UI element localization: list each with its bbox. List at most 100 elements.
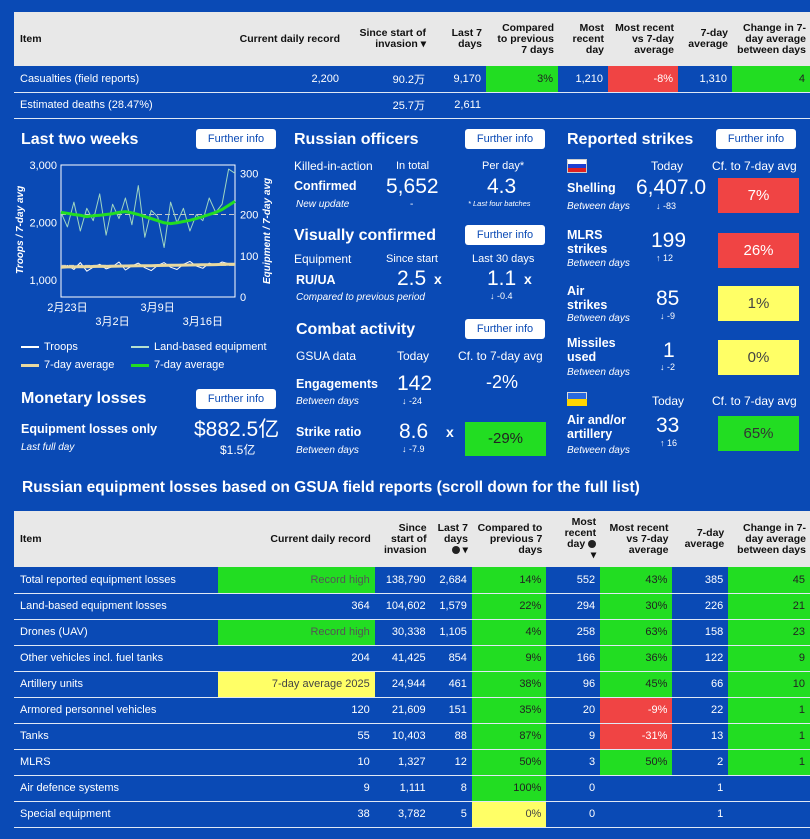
officers-total: 5,652 <box>386 175 439 198</box>
cell-recent: 0 <box>546 801 601 828</box>
mlrs-delta: ↑ 12 <box>656 253 674 263</box>
strikes-info-button[interactable]: Further info <box>716 129 796 149</box>
col-recent[interactable]: Most recent day <box>558 12 608 66</box>
table-row: Total reported equipment losses Record hi… <box>14 567 810 594</box>
engagements-value: 142 <box>397 372 433 395</box>
cell-cmp: 9% <box>471 645 547 672</box>
ua-sub: Between days <box>567 445 630 456</box>
legend-troops-avg-swatch <box>21 363 39 367</box>
strike-ratio-cf: -29% <box>465 422 546 456</box>
x-tick: 3月9日 <box>141 302 175 314</box>
cell-since: 41,425 <box>374 645 431 672</box>
cell-rv: -31% <box>600 723 673 750</box>
cell-cmp: 22% <box>471 593 547 620</box>
eq-col-recent-vs[interactable]: Most recent vs 7-day average <box>600 511 673 567</box>
eq-col-record[interactable]: Current daily record <box>217 511 375 567</box>
cell-recent: 258 <box>546 619 601 646</box>
cell-record: 9 <box>217 775 375 802</box>
combat-info-button[interactable]: Further info <box>465 319 545 339</box>
cell-cmp: 87% <box>471 723 547 750</box>
cell-recent: 166 <box>546 645 601 672</box>
strike-ratio-delta: ↓ -7.9 <box>402 444 425 454</box>
eq-col-avg7[interactable]: 7-day average <box>672 511 729 567</box>
since-x: x <box>434 271 442 287</box>
y-right-tick: 300 <box>240 168 258 180</box>
cell-record: 7-day average 2025 <box>217 671 375 698</box>
info-icon[interactable] <box>588 540 597 549</box>
table-row: Armored personnel vehicles 120 21,609 151 35… <box>14 697 810 724</box>
cell-record: 10 <box>217 749 375 776</box>
col-recent-vs[interactable]: Most recent vs 7-day average <box>608 12 678 66</box>
cell-rv: 45% <box>600 671 673 698</box>
col-last7[interactable]: Last 7 days <box>430 12 486 66</box>
eq-col-item[interactable]: Item <box>14 511 218 567</box>
cell-avg7: 385 <box>672 567 729 594</box>
monetary-label: Equipment losses only <box>21 422 158 436</box>
eq-col-last7[interactable]: Last 7 days ▾ <box>430 511 472 567</box>
two-weeks-info-button[interactable]: Further info <box>196 129 276 149</box>
col-since[interactable]: Since start of invasion ▾ <box>344 12 430 66</box>
eq-col-compared[interactable]: Compared to previous 7 days <box>471 511 547 567</box>
cell-rv: 63% <box>600 619 673 646</box>
cell-change: 45 <box>728 567 810 594</box>
ratio-label: RU/UA <box>296 273 336 287</box>
series-line-2 <box>60 168 236 248</box>
legend-troops-swatch <box>21 346 39 349</box>
col-compared[interactable]: Compared to previous 7 days <box>486 12 558 66</box>
cell-last7: 2,684 <box>430 567 472 594</box>
y-right-tick: 0 <box>240 292 246 304</box>
visual-title: Visually confirmed <box>294 227 436 244</box>
legend-equipment-avg-swatch <box>131 363 149 367</box>
cell-change: 10 <box>728 671 810 698</box>
cell-avg7: 1 <box>672 775 729 802</box>
perday-label: Per day* <box>482 160 525 172</box>
missiles-cf: 0% <box>718 340 799 375</box>
mlrs-value: 199 <box>651 229 687 252</box>
table-row: Special equipment 38 3,782 5 0% 0 1 <box>14 801 810 828</box>
officers-info-button[interactable]: Further info <box>465 129 545 149</box>
ua-today: Today <box>652 394 685 408</box>
series-line-3 <box>60 262 236 269</box>
shelling-cf: 7% <box>718 178 799 213</box>
confirmed-label: Confirmed <box>294 179 357 193</box>
visual-info-button[interactable]: Further info <box>465 225 545 245</box>
table-row: Casualties (field reports) 2,200 90.2万 9… <box>14 66 810 93</box>
eq-col-recent[interactable]: Most recent day ▾ <box>546 511 601 567</box>
strikes-cf: Cf. to 7-day avg <box>712 159 797 173</box>
col-avg7[interactable]: 7-day average <box>678 12 732 66</box>
cell-cmp: 35% <box>471 697 547 724</box>
cell-item: MLRS <box>14 749 218 776</box>
cell-last7: 8 <box>430 775 472 802</box>
cell-rv: 43% <box>600 567 673 594</box>
info-icon[interactable] <box>451 545 460 554</box>
eq-col-change[interactable]: Change in 7-day average between days <box>728 511 810 567</box>
shelling-label: Shelling <box>567 181 616 195</box>
col-record[interactable]: Current daily record <box>222 12 344 66</box>
last30-value: 1.1 <box>487 267 517 290</box>
two-weeks-svg: Troops / 7-day avg Equipment / 7-day avg… <box>15 160 273 328</box>
air-strikes-value: 85 <box>656 287 680 310</box>
cell-record: 55 <box>217 723 375 750</box>
strike-ratio-label: Strike ratio <box>296 425 362 439</box>
cell-cmp: 38% <box>471 671 547 698</box>
monetary-info-button[interactable]: Further info <box>196 389 276 409</box>
col-item[interactable]: Item <box>14 12 222 66</box>
x-tick: 3月2日 <box>95 316 129 328</box>
engagements-cf: -2% <box>486 372 519 392</box>
missiles-value: 1 <box>663 339 675 362</box>
col-change[interactable]: Change in 7-day average between days <box>732 12 810 66</box>
cell-change: 23 <box>728 619 810 646</box>
air-strikes-cf: 1% <box>718 286 799 321</box>
cell-record: 120 <box>217 697 375 724</box>
casualties-table: Item Current daily record Since start of… <box>14 12 810 119</box>
cell-change: 1 <box>728 723 810 750</box>
cell-cmp: 4% <box>471 619 547 646</box>
ua-delta: ↑ 16 <box>660 438 678 448</box>
cell-since: 10,403 <box>374 723 431 750</box>
cell-last7: 1,105 <box>430 619 472 646</box>
cell-cmp: 50% <box>471 749 547 776</box>
cell-rv <box>600 801 673 828</box>
table-row: Artillery units 7-day average 2025 24,944 4… <box>14 671 810 698</box>
eq-col-since[interactable]: Since start of invasion <box>374 511 431 567</box>
missiles-sub: Between days <box>567 367 630 378</box>
